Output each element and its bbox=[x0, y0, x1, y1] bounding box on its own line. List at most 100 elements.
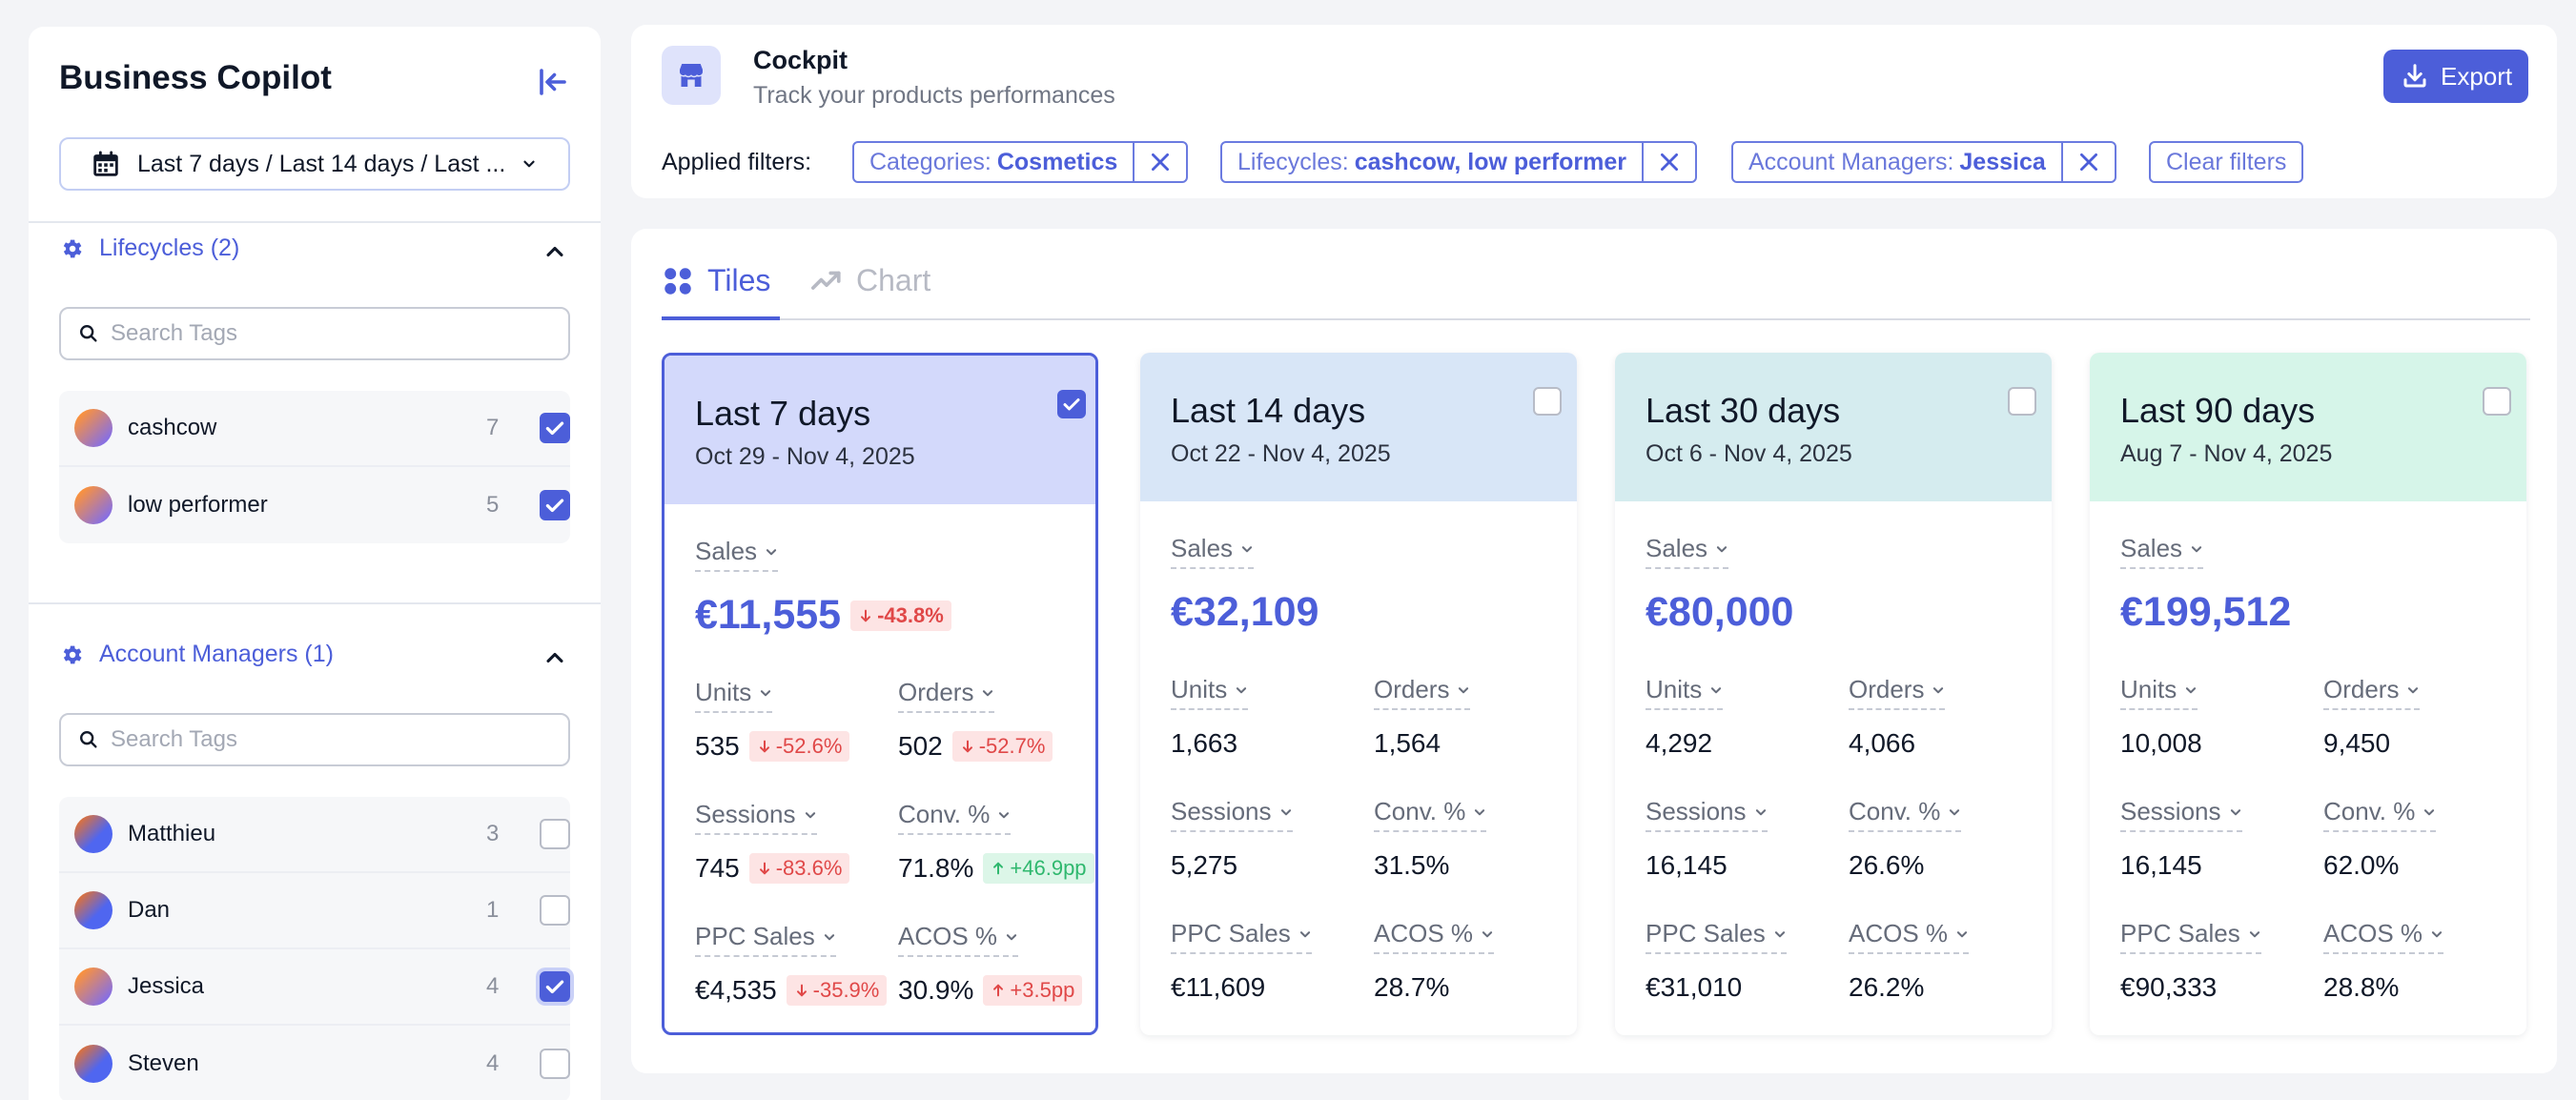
sessions-metric-select[interactable]: Sessions bbox=[1171, 797, 1293, 832]
main-panel: Tiles Chart Last 7 days Oct 29 - Nov 4, … bbox=[631, 229, 2557, 1073]
item-checkbox[interactable] bbox=[540, 490, 570, 520]
conv-metric-select[interactable]: Conv. % bbox=[898, 800, 1012, 835]
tile-checkbox[interactable] bbox=[2483, 387, 2511, 416]
chevron-down-icon bbox=[805, 811, 815, 818]
arrow-down-icon bbox=[962, 740, 972, 753]
chevron-down-icon bbox=[1950, 808, 1960, 815]
page-title: Cockpit bbox=[753, 46, 848, 74]
tile-last-90-days[interactable]: Last 90 days Aug 7 - Nov 4, 2025 Sales €… bbox=[2090, 353, 2526, 1035]
account-managers-section-toggle[interactable]: Account Managers (1) bbox=[59, 641, 334, 668]
list-item[interactable]: Jessica 4 bbox=[59, 949, 570, 1026]
item-checkbox[interactable] bbox=[540, 971, 570, 1002]
list-item[interactable]: Steven 4 bbox=[59, 1026, 570, 1100]
orders-metric-select[interactable]: Orders bbox=[1374, 675, 1471, 710]
tile-header: Last 90 days Aug 7 - Nov 4, 2025 bbox=[2090, 353, 2526, 501]
download-icon bbox=[2403, 64, 2426, 88]
conv-metric-select[interactable]: Conv. % bbox=[2323, 797, 2437, 832]
item-name: low performer bbox=[128, 492, 268, 518]
chevron-down-icon bbox=[766, 548, 777, 555]
units-value: 10,008 bbox=[2120, 728, 2202, 758]
avatar bbox=[74, 968, 112, 1006]
item-checkbox[interactable] bbox=[540, 1049, 570, 1079]
list-item[interactable]: low performer 5 bbox=[59, 467, 570, 543]
tile-checkbox[interactable] bbox=[2008, 387, 2036, 416]
clear-filters-button[interactable]: Clear filters bbox=[2149, 141, 2304, 183]
chevron-down-icon bbox=[1956, 930, 1968, 937]
list-item[interactable]: Matthieu 3 bbox=[59, 797, 570, 873]
sales-value: €199,512 bbox=[2120, 589, 2292, 635]
sales-metric-select[interactable]: Sales bbox=[2120, 534, 2204, 569]
lifecycles-section-toggle[interactable]: Lifecycles (2) bbox=[59, 234, 239, 262]
orders-value: 9,450 bbox=[2323, 728, 2391, 758]
ppc-sales-value: €90,333 bbox=[2120, 972, 2218, 1002]
filter-key: Account Managers: bbox=[1748, 148, 1954, 175]
account-managers-title: Account Managers (1) bbox=[99, 641, 334, 667]
chevron-down-icon bbox=[2230, 808, 2240, 815]
remove-filter-button[interactable] bbox=[2060, 143, 2115, 181]
ppc-sales-metric-select[interactable]: PPC Sales bbox=[2120, 919, 2261, 954]
conv-metric-select[interactable]: Conv. % bbox=[1849, 797, 1962, 832]
collapse-sidebar-icon[interactable] bbox=[536, 65, 570, 99]
remove-filter-button[interactable] bbox=[1642, 143, 1695, 181]
account-managers-search-input-wrapper[interactable] bbox=[59, 713, 570, 766]
chevron-up-icon[interactable] bbox=[542, 238, 568, 265]
sales-metric-select[interactable]: Sales bbox=[1646, 534, 1729, 569]
ppc-sales-value: €31,010 bbox=[1646, 972, 1743, 1002]
applied-filters-label: Applied filters: bbox=[662, 149, 812, 175]
sessions-metric-select[interactable]: Sessions bbox=[1646, 797, 1768, 832]
tile-checkbox[interactable] bbox=[1057, 390, 1086, 418]
sales-delta-badge: -43.8% bbox=[850, 600, 951, 631]
search-icon bbox=[78, 729, 99, 750]
tile-header: Last 7 days Oct 29 - Nov 4, 2025 bbox=[664, 356, 1095, 504]
arrow-up-icon bbox=[993, 984, 1004, 997]
list-item[interactable]: Dan 1 bbox=[59, 873, 570, 949]
list-item[interactable]: cashcow 7 bbox=[59, 391, 570, 467]
orders-metric-select[interactable]: Orders bbox=[2323, 675, 2421, 710]
lifecycles-search-input-wrapper[interactable] bbox=[59, 307, 570, 360]
units-metric-select[interactable]: Units bbox=[695, 678, 773, 713]
sales-metric-select[interactable]: Sales bbox=[695, 537, 779, 572]
date-range-select[interactable]: Last 7 days / Last 14 days / Last ... bbox=[59, 137, 570, 191]
conv-metric-select[interactable]: Conv. % bbox=[1374, 797, 1487, 832]
units-metric-select[interactable]: Units bbox=[1171, 675, 1249, 710]
ppc-sales-metric-select[interactable]: PPC Sales bbox=[695, 922, 836, 957]
sales-metric-select[interactable]: Sales bbox=[1171, 534, 1255, 569]
acos-metric-select[interactable]: ACOS % bbox=[1374, 919, 1495, 954]
sessions-value: 5,275 bbox=[1171, 850, 1238, 880]
ppc-sales-metric-select[interactable]: PPC Sales bbox=[1171, 919, 1312, 954]
tile-date: Oct 29 - Nov 4, 2025 bbox=[695, 443, 915, 470]
orders-metric-select[interactable]: Orders bbox=[1849, 675, 1946, 710]
acos-metric-select[interactable]: ACOS % bbox=[1849, 919, 1970, 954]
units-metric-select[interactable]: Units bbox=[1646, 675, 1724, 710]
tile-checkbox[interactable] bbox=[1533, 387, 1562, 416]
sessions-metric-select[interactable]: Sessions bbox=[2120, 797, 2242, 832]
lifecycles-search-input[interactable] bbox=[111, 320, 549, 347]
ppc-sales-metric-select[interactable]: PPC Sales bbox=[1646, 919, 1787, 954]
arrow-down-icon bbox=[759, 862, 769, 875]
remove-filter-button[interactable] bbox=[1133, 143, 1186, 181]
acos-metric-select[interactable]: ACOS % bbox=[898, 922, 1019, 957]
units-metric-select[interactable]: Units bbox=[2120, 675, 2198, 710]
filter-chip-categories: Categories: Cosmetics bbox=[852, 141, 1189, 183]
acos-metric-select[interactable]: ACOS % bbox=[2323, 919, 2444, 954]
date-range-value: Last 7 days / Last 14 days / Last ... bbox=[137, 150, 506, 177]
account-managers-search-input[interactable] bbox=[111, 726, 549, 753]
sessions-metric-select[interactable]: Sessions bbox=[695, 800, 817, 835]
tile-last-7-days[interactable]: Last 7 days Oct 29 - Nov 4, 2025 Sales €… bbox=[662, 353, 1098, 1035]
tab-chart[interactable]: Chart bbox=[810, 263, 930, 298]
chevron-down-icon bbox=[1716, 545, 1728, 552]
tile-last-30-days[interactable]: Last 30 days Oct 6 - Nov 4, 2025 Sales €… bbox=[1615, 353, 2052, 1035]
tile-date: Oct 22 - Nov 4, 2025 bbox=[1171, 440, 1391, 467]
tab-tiles[interactable]: Tiles bbox=[662, 263, 770, 298]
item-checkbox[interactable] bbox=[540, 895, 570, 926]
item-checkbox[interactable] bbox=[540, 413, 570, 443]
arrow-down-icon bbox=[861, 609, 871, 621]
conv-value: 71.8% +46.9pp bbox=[898, 853, 1094, 884]
export-button[interactable]: Export bbox=[2383, 50, 2528, 103]
chevron-up-icon[interactable] bbox=[542, 644, 568, 671]
item-checkbox[interactable] bbox=[540, 819, 570, 849]
account-managers-list: Matthieu 3 Dan 1 Jessica 4 Steven 4 bbox=[59, 797, 570, 1100]
item-count: 7 bbox=[486, 415, 500, 440]
orders-metric-select[interactable]: Orders bbox=[898, 678, 995, 713]
tile-last-14-days[interactable]: Last 14 days Oct 22 - Nov 4, 2025 Sales … bbox=[1140, 353, 1577, 1035]
